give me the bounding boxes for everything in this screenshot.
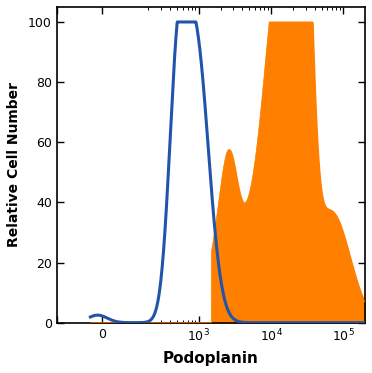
Y-axis label: Relative Cell Number: Relative Cell Number [7, 82, 21, 247]
X-axis label: Podoplanin: Podoplanin [163, 351, 259, 366]
